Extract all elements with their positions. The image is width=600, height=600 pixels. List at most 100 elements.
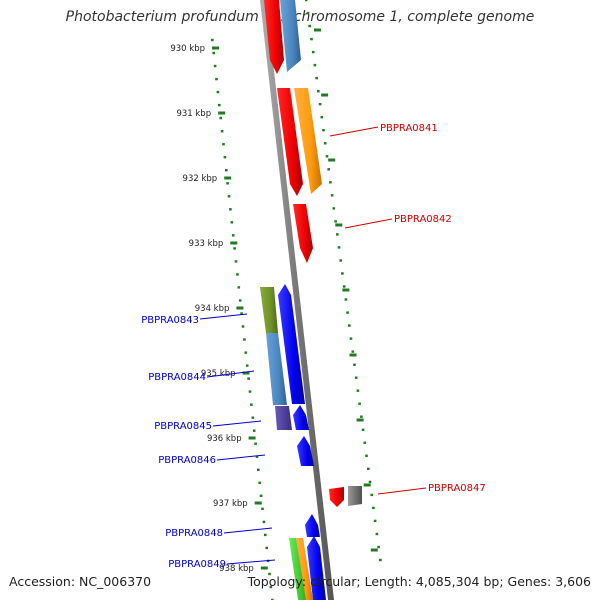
tick-dot	[373, 519, 377, 523]
gene-label-PBPRA0841[interactable]: PBPRA0841	[380, 123, 438, 134]
tick-dot	[367, 467, 370, 470]
tick-dot	[245, 364, 249, 367]
tick-dot	[219, 116, 222, 120]
tick-dot	[361, 428, 365, 431]
tick-dot	[215, 77, 218, 81]
tick-dot	[216, 90, 220, 94]
tick-dot	[223, 156, 227, 159]
gene-labels: PBPRA0841 PBPRA0842 PBPRA0847 PBPRA0843 …	[141, 123, 486, 570]
feature-block	[280, 0, 301, 72]
tick-dot	[252, 429, 256, 432]
tick-dot	[222, 143, 225, 146]
scale-tick-mark	[260, 566, 268, 570]
tick-dot	[330, 194, 334, 197]
gene-feature-PBPRA0849[interactable]	[307, 536, 326, 600]
scale-tick-label: 930 kbp	[170, 44, 205, 54]
scale-tick-mark	[224, 176, 232, 180]
tick-dot	[370, 493, 373, 497]
scale-tick-mark	[230, 241, 238, 245]
tick-dot	[230, 221, 234, 224]
scale-tick-label: 938 kbp	[219, 564, 254, 574]
gene-label-PBPRA0849[interactable]: PBPRA0849	[168, 559, 226, 570]
tick-dot	[211, 38, 214, 42]
gene-label-PBPRA0847[interactable]: PBPRA0847	[428, 483, 486, 494]
tick-dot	[365, 454, 368, 457]
tick-dot	[348, 324, 351, 327]
scale-tick-label: 936 kbp	[207, 434, 242, 444]
gene-feature-PBPRA0845[interactable]	[275, 406, 292, 430]
tick-dot	[247, 377, 250, 380]
tick-dot	[259, 494, 263, 497]
gene-label-PBPRA0846[interactable]: PBPRA0846	[158, 455, 216, 466]
gene-label-PBPRA0848[interactable]: PBPRA0848	[165, 528, 223, 539]
scale-ticks: 930 kbp 931 kbp 932 kbp 933 kbp 934 kbp 935 k…	[170, 28, 378, 574]
tick-dot	[317, 90, 320, 93]
tick-dot	[356, 389, 360, 392]
scale-tick-label: 931 kbp	[176, 109, 211, 119]
gene-feature-PBPRA0849-green[interactable]	[289, 538, 307, 600]
tick-dot	[265, 546, 268, 550]
tick-dot	[339, 259, 342, 262]
gene-feature-PBPRA0847-grey[interactable]	[348, 486, 362, 506]
tick-dot	[368, 480, 372, 484]
tick-dot	[227, 195, 231, 198]
tick-dot	[240, 312, 243, 315]
scale-tick-mark	[242, 371, 250, 375]
gene-label-PBPRA0843[interactable]: PBPRA0843	[141, 315, 199, 326]
tick-dot	[233, 247, 236, 250]
tick-dot	[225, 169, 228, 172]
scale-tick-mark	[248, 436, 256, 440]
tick-dot	[226, 182, 229, 185]
accession-text: Accession: NC_006370	[9, 574, 152, 589]
gene-feature-blue-short[interactable]	[293, 405, 309, 430]
tick-dot	[236, 273, 239, 276]
scale-tick-mark	[212, 46, 219, 50]
tick-dot	[269, 585, 273, 589]
scale-tick-mark	[236, 306, 244, 310]
gene-feature-PBPRA0843[interactable]	[260, 287, 278, 333]
tick-dot	[248, 390, 252, 393]
scale-tick-mark	[349, 353, 357, 357]
tick-dot	[244, 351, 248, 354]
tick-dot	[363, 441, 367, 444]
gene-feature-PBPRA0847[interactable]	[329, 487, 344, 507]
reverse-strand-features	[260, 284, 326, 600]
tick-dot	[271, 598, 274, 600]
topology-summary: Topology: circular; Length: 4,085,304 bp…	[247, 574, 591, 589]
gene-feature-PBPRA0841[interactable]	[277, 88, 303, 196]
tick-dot	[379, 558, 382, 562]
tick-dot	[327, 168, 330, 171]
gene-label-PBPRA0842[interactable]: PBPRA0842	[394, 214, 452, 225]
tick-dot	[318, 103, 322, 106]
scale-tick-mark	[356, 418, 364, 422]
tick-dot	[234, 260, 238, 263]
gene-feature-blue-long[interactable]	[278, 284, 305, 404]
tick-dot	[342, 285, 346, 288]
gene-feature-PBPRA0842[interactable]	[293, 204, 313, 263]
tick-dot	[320, 116, 324, 119]
tick-dot	[334, 220, 337, 223]
scale-tick-label: 933 kbp	[189, 239, 224, 249]
tick-dot	[264, 533, 267, 537]
tick-dot	[332, 207, 336, 210]
scale-tick-mark	[321, 93, 329, 97]
tick-dot	[220, 130, 224, 133]
gene-feature-PBPRA0846[interactable]	[297, 436, 314, 466]
gene-label-PBPRA0844[interactable]: PBPRA0844	[148, 372, 206, 383]
tick-dot	[258, 481, 261, 484]
tick-dot	[323, 142, 327, 145]
gene-feature-PBPRA0841-orange[interactable]	[294, 88, 322, 194]
gene-feature-PBPRA0844[interactable]	[266, 333, 287, 405]
tick-dot	[213, 64, 217, 68]
gene-feature-PBPRA0849-orange[interactable]	[296, 538, 313, 600]
tick-dot	[251, 416, 255, 419]
tick-dot	[238, 299, 242, 302]
chromosome-backbone	[260, 0, 334, 600]
tick-dot	[377, 545, 380, 549]
scale-tick-label: 935 kbp	[201, 369, 236, 379]
gene-feature-PBPRA0848[interactable]	[305, 514, 320, 537]
gene-label-PBPRA0845[interactable]: PBPRA0845	[154, 421, 212, 432]
tick-dot	[322, 129, 325, 132]
tick-dots	[211, 0, 382, 600]
tick-dot	[229, 208, 232, 211]
